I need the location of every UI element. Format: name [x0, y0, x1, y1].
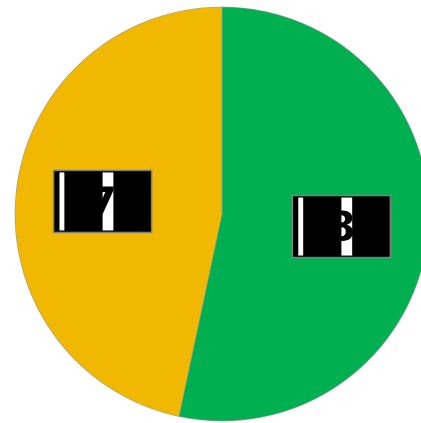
data-label-text: 8 [327, 205, 355, 251]
data-label-stripe [59, 172, 65, 231]
data-label-stripe [341, 197, 353, 256]
data-label-stripe [298, 197, 304, 256]
data-label-7: 7 [52, 169, 153, 234]
labels-layer: 87 [52, 169, 392, 259]
data-label-stripe [102, 172, 114, 231]
data-label-8: 8 [291, 194, 392, 259]
data-label-text: 7 [89, 179, 117, 225]
